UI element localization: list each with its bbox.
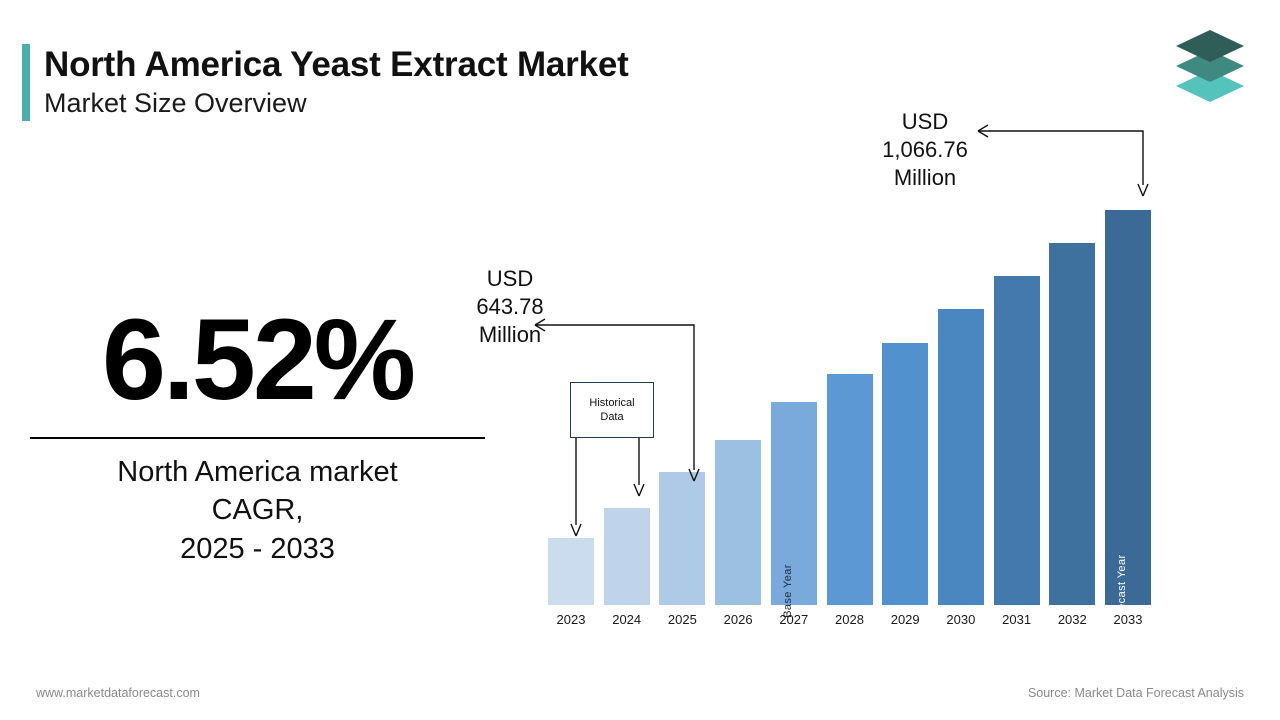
bar-2028: [826, 374, 873, 605]
callout-end-line1: USD: [901, 109, 949, 134]
title-block: North America Yeast Extract Market Marke…: [44, 44, 629, 121]
x-axis-label-2030: 2030: [946, 612, 976, 627]
bar-inner-label-2027: Base Year: [781, 564, 794, 618]
x-axis-label-2029: 2029: [890, 612, 920, 627]
historical-label-line1: Historical: [589, 396, 635, 409]
x-axis-label-2033: 2033: [1113, 612, 1143, 627]
bar-2027: Base Year: [770, 402, 817, 618]
x-axis-label-2025: 2025: [667, 612, 697, 627]
callout-start-line3: Million: [478, 322, 542, 348]
footer-website: www.marketdataforecast.com: [36, 686, 200, 700]
callout-start-line1: USD: [486, 266, 534, 291]
bar-2031: [993, 276, 1040, 605]
header: North America Yeast Extract Market Marke…: [22, 44, 629, 122]
page-title: North America Yeast Extract Market: [44, 45, 629, 84]
cagr-caption-line2: CAGR,: [211, 494, 304, 527]
callout-end-line2: 1,066.76: [882, 137, 968, 163]
x-axis-label-2032: 2032: [1057, 612, 1087, 627]
x-axis-label-2026: 2026: [723, 612, 753, 627]
footer-source: Source: Market Data Forecast Analysis: [1027, 686, 1244, 700]
x-axis-label-2028: 2028: [835, 612, 864, 627]
bar-2033: Forecast Year: [1105, 210, 1151, 628]
bar-2030: [937, 309, 984, 605]
bar-2032: [1049, 243, 1096, 605]
x-axis-label-2031: 2031: [1002, 612, 1032, 627]
cagr-block: 6.52% North America market CAGR, 2025 - …: [30, 300, 485, 568]
x-axis-label-2023: 2023: [556, 612, 586, 627]
cagr-divider: [30, 436, 485, 439]
accent-bar: [22, 44, 30, 122]
callout-start-line2: 643.78: [476, 294, 544, 320]
cagr-caption: North America market CAGR, 2025 - 2033: [30, 453, 485, 569]
historical-data-box: Historical Data: [570, 382, 654, 438]
callout-start-value: USD 643.78 Million: [440, 265, 580, 349]
x-axis-label-2027: 2027: [779, 612, 809, 627]
cagr-caption-line3: 2025 - 2033: [180, 532, 335, 565]
historical-label-line2: Data: [600, 411, 624, 423]
page-subtitle: Market Size Overview: [44, 88, 307, 119]
bar-2026: [715, 440, 762, 605]
cagr-value: 6.52%: [101, 296, 416, 424]
cagr-caption-line1: North America market: [117, 455, 398, 488]
x-axis-label-2024: 2024: [612, 612, 642, 627]
callout-end-line3: Million: [893, 165, 957, 191]
bar-2023: [548, 538, 594, 605]
bar-2029: [882, 343, 929, 605]
bar-2024: [603, 508, 650, 605]
bar-2025: [659, 472, 706, 605]
callout-end-value: USD 1,066.76 Million: [855, 108, 995, 192]
stacked-layers-logo: [1162, 26, 1258, 104]
